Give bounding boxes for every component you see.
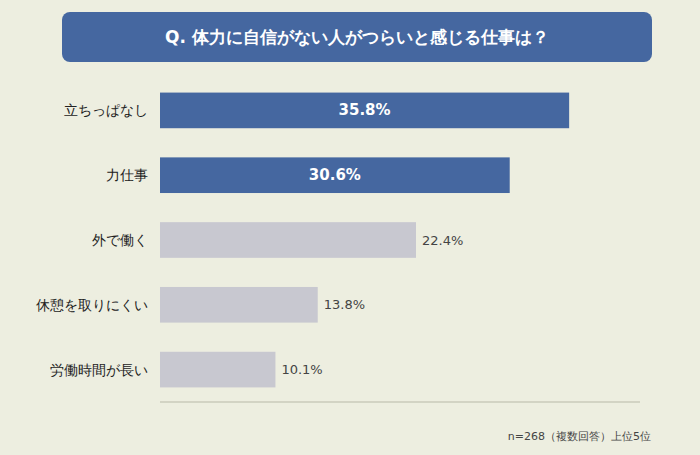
chart: Q. 体力に自信がない人がつらいと感じる仕事は？ 労働時間が長い 10.1% 休憩を取…: [0, 0, 700, 455]
category-label: 休憩を取りにくい: [36, 297, 148, 313]
note: n=268（複数回答）上位5位: [508, 430, 651, 443]
bar: [160, 157, 510, 193]
category-label: 労働時間が長い: [50, 362, 148, 378]
data-label: 13.8%: [324, 297, 365, 312]
bar: [160, 287, 318, 323]
data-label: 30.6%: [309, 166, 361, 184]
background: [0, 0, 700, 455]
title-box: [62, 12, 652, 62]
bar: [160, 352, 275, 388]
data-label: 10.1%: [281, 362, 322, 377]
bar: [160, 93, 569, 129]
labels: 労働時間が長い 10.1% 休憩を取りにくい 13.8% 外で働く 22.4% 力仕事 30.…: [36, 101, 463, 377]
data-label: 35.8%: [339, 101, 391, 119]
bar: [160, 222, 416, 258]
data-label: 22.4%: [422, 233, 463, 248]
x-axis-line: [160, 402, 640, 403]
bars: [160, 93, 569, 388]
category-label: 力仕事: [106, 167, 148, 183]
category-label: 立ちっぱなし: [64, 102, 148, 118]
category-label: 外で働く: [92, 232, 148, 248]
title: Q. 体力に自信がない人がつらいと感じる仕事は？: [165, 27, 549, 47]
